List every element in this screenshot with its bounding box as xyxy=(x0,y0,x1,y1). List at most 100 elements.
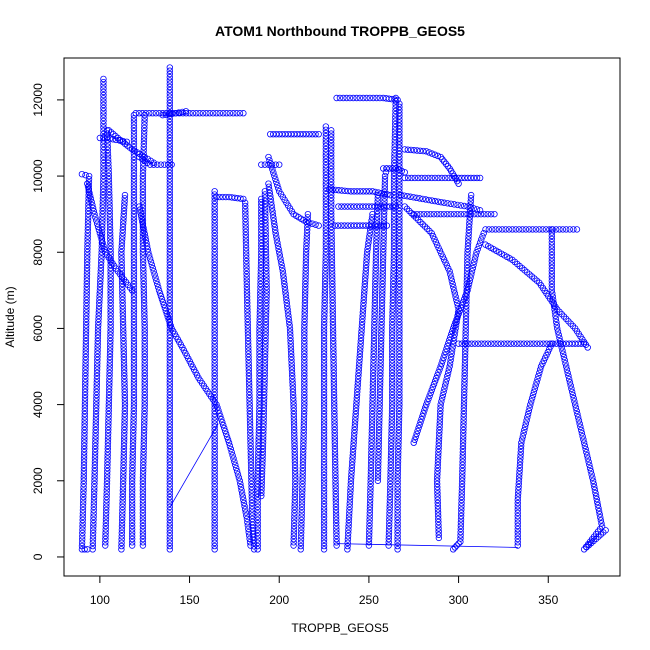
data-point xyxy=(129,449,137,456)
data-point xyxy=(381,188,388,196)
data-point xyxy=(375,439,382,446)
data-point xyxy=(106,353,114,361)
data-point xyxy=(211,468,218,475)
data-point xyxy=(256,312,263,319)
data-point xyxy=(389,334,396,342)
data-point xyxy=(559,347,566,354)
data-point xyxy=(379,293,386,300)
data-point xyxy=(241,502,248,510)
data-point xyxy=(139,172,147,180)
data-point xyxy=(130,337,138,345)
data-point xyxy=(463,296,470,304)
data-point xyxy=(430,380,438,388)
data-point xyxy=(166,401,174,408)
data-point xyxy=(130,166,138,173)
data-point xyxy=(460,414,467,421)
data-point xyxy=(471,340,479,347)
data-point xyxy=(166,290,174,297)
data-point xyxy=(166,141,174,148)
data-point xyxy=(338,187,345,194)
data-point xyxy=(166,436,174,443)
data-point xyxy=(320,468,328,475)
data-point xyxy=(303,242,310,250)
data-point xyxy=(119,226,126,234)
data-point xyxy=(103,490,110,497)
data-point xyxy=(322,236,330,243)
data-point xyxy=(396,331,403,338)
data-point xyxy=(333,529,340,536)
data-point xyxy=(247,452,255,459)
data-point xyxy=(166,131,174,139)
data-point xyxy=(139,539,147,546)
data-point xyxy=(141,312,148,319)
data-point xyxy=(597,514,604,521)
data-point xyxy=(372,264,379,272)
data-point xyxy=(91,480,98,488)
data-point xyxy=(139,477,147,484)
data-point xyxy=(330,347,337,354)
data-point xyxy=(457,522,465,529)
data-point xyxy=(302,271,309,278)
data-point xyxy=(394,523,401,530)
data-point xyxy=(417,418,424,426)
data-point xyxy=(241,199,249,206)
data-point xyxy=(359,312,366,319)
data-point xyxy=(458,487,466,494)
data-point xyxy=(100,108,107,115)
data-point xyxy=(130,121,138,128)
data-point xyxy=(434,499,441,507)
data-point xyxy=(107,312,114,319)
data-point xyxy=(373,223,381,231)
data-point xyxy=(79,520,86,527)
data-point xyxy=(256,382,263,389)
data-point xyxy=(368,449,375,456)
data-point xyxy=(431,151,439,158)
data-point xyxy=(322,184,330,191)
data-point xyxy=(300,449,307,456)
data-point xyxy=(211,242,218,250)
data-point xyxy=(231,458,238,465)
data-point xyxy=(346,493,354,501)
data-point xyxy=(519,226,526,233)
data-point xyxy=(369,376,377,383)
data-point xyxy=(562,226,570,233)
data-point xyxy=(290,535,297,543)
data-point xyxy=(355,363,363,370)
data-point xyxy=(121,382,128,389)
data-point xyxy=(333,94,340,102)
y-axis-label: Altitude (m) xyxy=(3,286,17,347)
data-point xyxy=(431,197,439,205)
data-point xyxy=(100,91,107,99)
data-point xyxy=(93,376,101,383)
data-point xyxy=(389,325,396,332)
data-point xyxy=(98,239,106,246)
data-point xyxy=(302,255,310,262)
data-point xyxy=(396,188,403,196)
data-point xyxy=(312,130,319,138)
data-point xyxy=(105,423,112,431)
data-point xyxy=(234,471,242,478)
data-point xyxy=(121,429,128,437)
data-point xyxy=(121,201,128,208)
data-point xyxy=(354,379,362,386)
data-point xyxy=(351,429,358,437)
data-point xyxy=(320,445,328,453)
data-point xyxy=(435,436,443,443)
data-point xyxy=(467,201,474,208)
data-point xyxy=(447,353,455,361)
data-point xyxy=(417,218,424,226)
data-point xyxy=(349,458,356,465)
data-point xyxy=(459,464,466,472)
data-point xyxy=(387,449,395,456)
data-point xyxy=(166,410,174,418)
data-point xyxy=(278,261,285,269)
data-point xyxy=(130,360,138,367)
data-point xyxy=(434,210,441,218)
data-point xyxy=(130,144,138,151)
data-point xyxy=(478,236,485,243)
data-point xyxy=(320,475,328,482)
data-point xyxy=(166,539,174,547)
data-point xyxy=(459,439,467,446)
data-point xyxy=(258,489,265,497)
data-point xyxy=(515,487,522,494)
